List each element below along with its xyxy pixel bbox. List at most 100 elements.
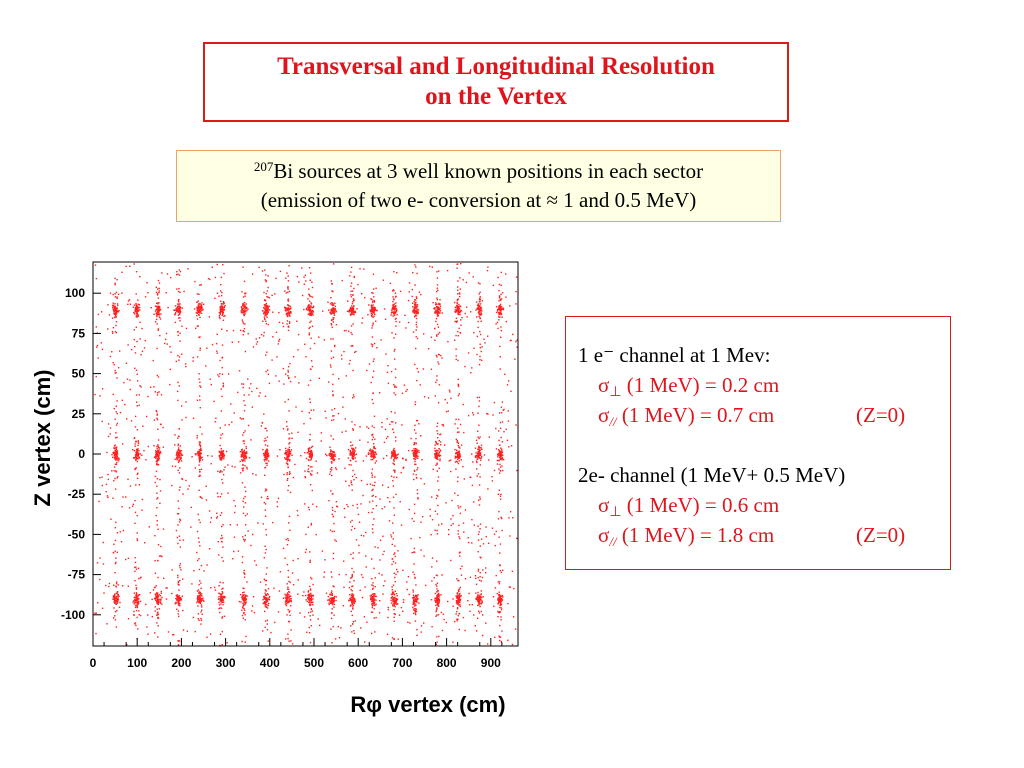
scatter-point [411,302,414,304]
scatter-point [310,608,313,610]
scatter-point [196,312,199,314]
scatter-point [463,478,465,480]
scatter-point [136,312,138,315]
scatter-point [439,455,441,457]
scatter-point [176,513,179,515]
scatter-point [244,641,246,643]
scatter-point [199,474,201,476]
scatter-point [311,455,314,457]
scatter-point [170,276,172,279]
scatter-point [301,410,303,413]
scatter-point [242,464,244,466]
scatter-point [220,537,222,540]
scatter-point [370,305,373,307]
scatter-point [411,552,413,554]
scatter-point [387,497,389,499]
scatter-point [335,311,337,313]
scatter-point [137,315,140,317]
scatter-point [459,537,461,540]
scatter-point [406,388,408,391]
scatter-point [198,464,200,466]
scatter-point [195,327,197,329]
scatter-point [216,263,218,266]
scatter-point [352,456,354,458]
scatter-point [105,483,108,486]
scatter-point [222,582,224,584]
scatter-point [456,309,458,311]
scatter-point [114,418,116,420]
scatter-point [382,279,385,281]
scatter-point [392,308,395,310]
scatter-point [196,590,198,592]
scatter-point [497,493,500,495]
scatter-point [419,536,421,539]
scatter-point [330,450,333,452]
scatter-point [439,305,442,307]
scatter-point [266,629,269,631]
scatter-point [220,512,223,514]
scatter-point [395,306,397,308]
scatter-point [178,385,180,387]
scatter-point [414,456,416,458]
scatter-point [435,457,437,459]
scatter-point [498,307,500,309]
scatter-point [196,308,199,310]
scatter-point [412,272,414,274]
scatter-point [113,466,116,468]
scatter-point [353,630,355,632]
scatter-points [94,263,518,647]
scatter-point [420,549,422,551]
scatter-point [118,606,121,608]
scatter-point [265,439,267,442]
scatter-point [309,484,312,486]
scatter-point [264,592,266,594]
scatter-point [243,572,246,575]
scatter-point [437,307,440,310]
scatter-point [153,586,156,589]
scatter-point [134,309,137,311]
scatter-point [374,451,377,453]
scatter-point [178,313,181,316]
scatter-point [325,453,327,455]
scatter-point [392,304,394,306]
scatter-point [456,439,458,442]
scatter-point [197,300,199,302]
scatter-point [289,458,291,461]
scatter-point [438,309,441,311]
scatter-point [266,455,269,458]
scatter-point [265,579,268,582]
scatter-point [475,301,478,303]
scatter-point [177,582,179,584]
scatter-point [220,601,223,603]
scatter-point [304,343,306,345]
scatter-point [194,467,197,469]
scatter-point [313,409,315,411]
scatter-point [290,629,292,631]
scatter-point [286,472,288,474]
scatter-point [115,448,118,450]
scatter-point [505,273,507,275]
scatter-point [308,455,311,458]
scatter-point [477,539,480,541]
scatter-point [379,392,381,394]
scatter-point [148,526,150,528]
scatter-point [221,471,223,473]
scatter-point [199,600,201,602]
scatter-point [458,451,460,453]
scatter-point [497,308,500,310]
scatter-point [287,463,289,466]
scatter-point [468,604,471,606]
scatter-point [471,453,473,455]
scatter-point [265,590,267,592]
scatter-point [292,584,295,586]
scatter-point [156,460,158,463]
scatter-point [452,605,454,607]
scatter-point [370,451,372,453]
scatter-point [450,459,452,461]
scatter-point [476,307,478,310]
scatter-point [501,529,503,532]
scatter-point [160,394,163,396]
scatter-point [287,485,290,487]
scatter-point [221,307,223,309]
scatter-point [165,332,168,335]
